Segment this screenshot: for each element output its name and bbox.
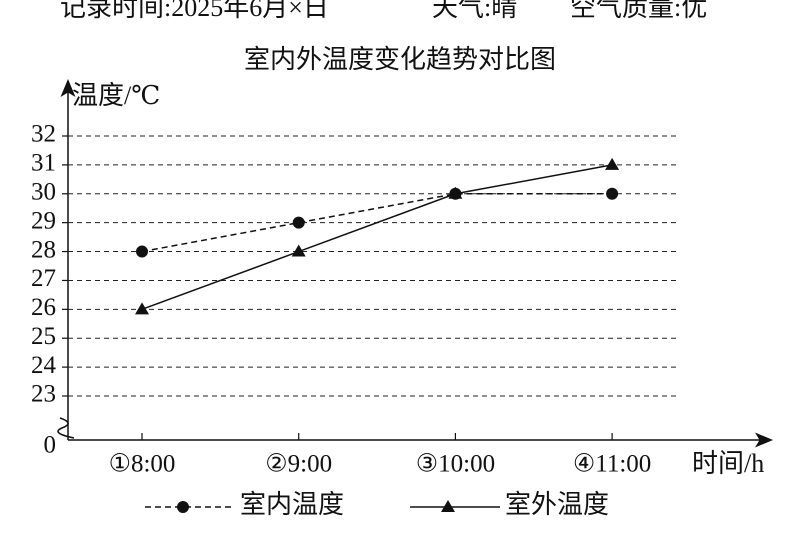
axis-break bbox=[57, 417, 75, 439]
series-line bbox=[141, 164, 613, 311]
y-tick-label: 29 bbox=[31, 207, 56, 234]
y-tick-label: 26 bbox=[31, 294, 56, 321]
x-tick-label: ①8:00 bbox=[109, 451, 176, 478]
y-tick-label: 23 bbox=[31, 381, 56, 408]
legend-label: 室内温度 bbox=[240, 490, 344, 519]
y-tick-label: 31 bbox=[31, 150, 56, 177]
data-point bbox=[292, 216, 305, 229]
y-tick-label: 25 bbox=[31, 323, 56, 350]
data-point bbox=[291, 244, 306, 257]
y-tick-label: 28 bbox=[31, 236, 56, 263]
x-tick-label: ②9:00 bbox=[265, 451, 332, 478]
x-axis-label: 时间/h bbox=[692, 449, 764, 478]
data-point bbox=[448, 186, 463, 199]
y-axis-label: 温度/℃ bbox=[72, 81, 160, 110]
data-point bbox=[136, 245, 148, 258]
y-tick-label: 32 bbox=[31, 121, 56, 148]
chart-title: 室内外温度变化趋势对比图 bbox=[244, 45, 556, 74]
legend-marker bbox=[177, 501, 189, 513]
data-point bbox=[135, 302, 149, 315]
legend-marker bbox=[441, 500, 455, 512]
data-point bbox=[606, 187, 619, 200]
y-tick-label: 0 bbox=[44, 432, 57, 459]
x-tick-label: ③10:00 bbox=[416, 451, 495, 478]
y-tick-label: 27 bbox=[31, 265, 56, 292]
data-point bbox=[605, 157, 620, 170]
y-tick-label: 30 bbox=[31, 179, 56, 206]
x-tick-label: ④11:00 bbox=[573, 451, 651, 478]
header-weather: 天气:晴 bbox=[432, 0, 517, 22]
y-tick-label: 24 bbox=[31, 352, 57, 379]
legend-label: 室外温度 bbox=[505, 490, 609, 519]
header-record-time: 记录时间:2025年6月×日 bbox=[60, 0, 329, 22]
header-air-quality: 空气质量:优 bbox=[570, 0, 707, 22]
